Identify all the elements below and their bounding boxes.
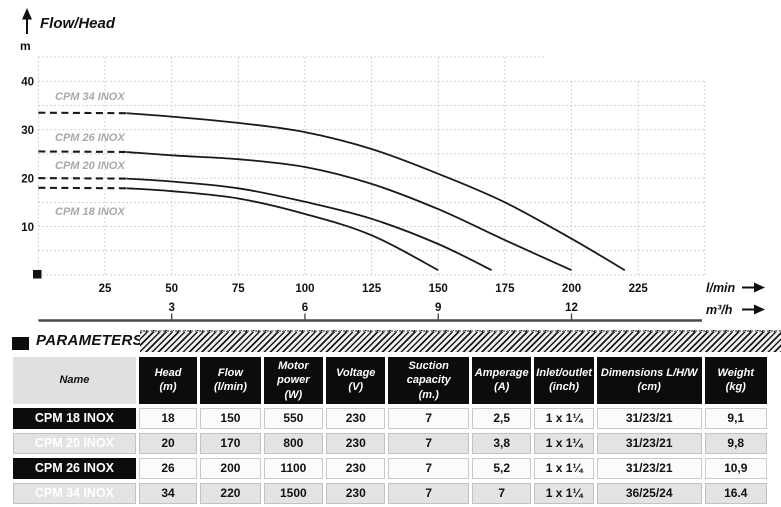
curve-label-cpm-20-inox: CPM 20 INOX	[55, 160, 125, 172]
gridlines	[37, 56, 706, 276]
table-cell: 7	[388, 407, 469, 429]
column-header-name: Name	[13, 357, 136, 404]
arrow-right-icon	[742, 304, 765, 315]
table-cell: 550	[263, 407, 324, 429]
table-cell: 220	[200, 482, 261, 504]
table-cell: 31/23/21	[596, 432, 702, 454]
column-header-suction-capacity: Suction capacity (m.)	[388, 357, 469, 404]
table-cell: 170	[200, 432, 261, 454]
arrow-right-icon	[742, 282, 765, 293]
x-tick-label: 100	[295, 283, 314, 295]
parameters-section-title: PARAMETERS	[36, 332, 143, 349]
table-cell: 150	[200, 407, 261, 429]
table-cell: 7	[472, 482, 532, 504]
table-cell: 9,1	[704, 407, 767, 429]
flow-head-chart: Flow/Head m CPM 34 INOX CPM 26 INOX CPM 20…	[20, 8, 765, 322]
table-cell: 1 x 1¼	[534, 432, 594, 454]
axis-tick-labels: 10 20 30 40 25 50 75 100 125 150 175 200 225 3 6 9 12	[21, 76, 702, 322]
table-cell: 1500	[263, 482, 324, 504]
table-cell: 3,8	[472, 432, 532, 454]
table-cell: 1 x 1¼	[534, 457, 594, 479]
table-cell: 230	[326, 407, 386, 429]
column-header-flow: Flow (l/min)	[200, 357, 261, 404]
table-row: CPM 18 INOX 18 150 550 230 7 2,5 1 x 1¼ 31/23/21…	[13, 407, 767, 429]
table-cell: 18	[138, 407, 198, 429]
table-header-row: Name Head (m) Flow (l/min) Motor power (W) Volt…	[13, 357, 767, 404]
table-row: CPM 20 INOX 20 170 800 230 7 3,8 1 x 1¼ 31/23/21…	[13, 432, 767, 454]
table-cell: 20	[138, 432, 198, 454]
table-row: CPM 26 INOX 26 200 1100 230 7 5,2 1 x 1¼ 31/23/2…	[13, 457, 767, 479]
x-tick-label: 25	[99, 283, 112, 295]
curve-cpm-34-inox	[126, 112, 626, 271]
curve-label-cpm-18-inox: CPM 18 INOX	[55, 206, 125, 218]
column-header-amperage: Amperage (A)	[472, 357, 532, 404]
lmin-unit-label: l/min	[706, 281, 736, 295]
table-cell: 31/23/21	[596, 457, 702, 479]
pump-name-cell: CPM 18 INOX	[13, 407, 136, 429]
table-cell: 1 x 1¼	[534, 482, 594, 504]
x-tick-label: 175	[495, 283, 515, 295]
x-tick-label: 50	[165, 283, 178, 295]
parameters-table: Name Head (m) Flow (l/min) Motor power (W) Volt…	[10, 353, 770, 507]
table-cell: 7	[388, 482, 469, 504]
table-row: CPM 34 INOX 34 220 1500 230 7 7 1 x 1¼ 36/25/24 1…	[13, 482, 767, 504]
y-tick-label: 40	[21, 76, 34, 88]
table-cell: 230	[326, 432, 386, 454]
x-tick-label: 150	[429, 283, 448, 295]
pump-name-cell: CPM 26 INOX	[13, 457, 136, 479]
table-cell: 230	[326, 457, 386, 479]
y-tick-label: 10	[21, 222, 34, 234]
secondary-tick-label: 3	[168, 302, 174, 314]
x-tick-label: 125	[362, 283, 382, 295]
curve-cpm-20-inox	[126, 177, 492, 272]
secondary-tick-label: 6	[302, 302, 308, 314]
parameters-square-icon	[12, 337, 29, 350]
y-tick-label: 20	[21, 173, 34, 185]
table-cell: 16.4	[704, 482, 767, 504]
y-tick-label: 30	[21, 125, 34, 137]
curve-label-cpm-26-inox: CPM 26 INOX	[55, 132, 125, 144]
table-cell: 31/23/21	[596, 407, 702, 429]
y-axis-unit-label: m	[20, 39, 31, 53]
curve-cpm-26-inox	[126, 151, 572, 272]
origin-marker	[33, 270, 42, 279]
curve-cpm-18-inox	[126, 187, 439, 271]
table-cell: 34	[138, 482, 198, 504]
secondary-tick-label: 12	[565, 302, 578, 314]
x-tick-label: 200	[562, 283, 581, 295]
pump-name-cell: CPM 34 INOX	[13, 482, 136, 504]
table-body: CPM 18 INOX 18 150 550 230 7 2,5 1 x 1¼ 31/23/21…	[13, 407, 767, 504]
secondary-tick-label: 9	[435, 302, 441, 314]
table-cell: 1 x 1¼	[534, 407, 594, 429]
m3h-unit-label: m³/h	[706, 303, 733, 317]
table-cell: 9,8	[704, 432, 767, 454]
table-cell: 7	[388, 432, 469, 454]
column-header-head: Head (m)	[138, 357, 198, 404]
pump-curves: CPM 34 INOX CPM 26 INOX CPM 20 INOX CPM 18 …	[38, 91, 626, 272]
curve-label-cpm-34-inox: CPM 34 INOX	[55, 91, 125, 103]
table-cell: 7	[388, 457, 469, 479]
table-cell: 10,9	[704, 457, 767, 479]
table-cell: 26	[138, 457, 198, 479]
column-header-dimensions-l-h-w: Dimensions L/H/W (cm)	[596, 357, 702, 404]
column-header-voltage: Voltage (V)	[326, 357, 386, 404]
table-cell: 5,2	[472, 457, 532, 479]
pump-name-cell: CPM 20 INOX	[13, 432, 136, 454]
table-cell: 800	[263, 432, 324, 454]
arrow-up-icon	[22, 8, 32, 34]
x-tick-label: 225	[629, 283, 649, 295]
table-cell: 230	[326, 482, 386, 504]
table-cell: 200	[200, 457, 261, 479]
table-cell: 36/25/24	[596, 482, 702, 504]
column-header-weight: Weight (kg)	[704, 357, 767, 404]
column-header-inlet-outlet: Inlet/outlet (inch)	[534, 357, 594, 404]
column-header-motor-power: Motor power (W)	[263, 357, 324, 404]
hatch-band	[140, 330, 781, 352]
x-tick-label: 75	[232, 283, 245, 295]
table-cell: 1100	[263, 457, 324, 479]
chart-title: Flow/Head	[40, 15, 116, 32]
table-cell: 2,5	[472, 407, 532, 429]
